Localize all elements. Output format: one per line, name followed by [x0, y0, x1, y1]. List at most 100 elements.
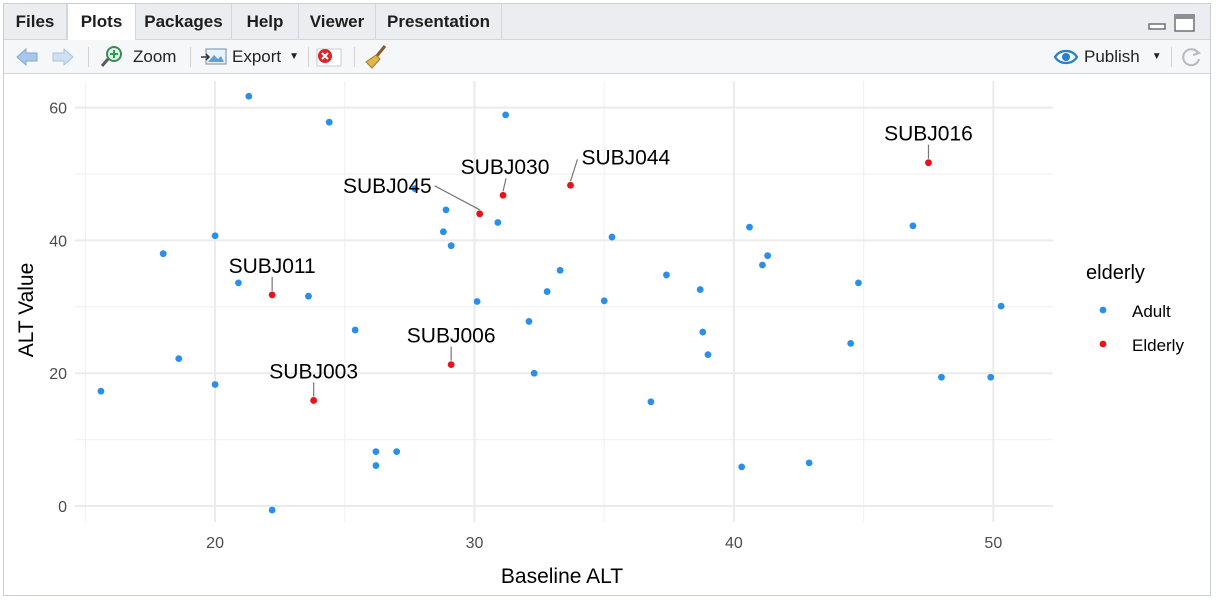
publish-icon — [1052, 46, 1080, 68]
adult-point — [372, 448, 380, 455]
minimize-pane-icon[interactable] — [1148, 14, 1166, 30]
adult-point — [556, 266, 564, 274]
adult-point — [600, 297, 608, 305]
point-label: SUBJ011 — [229, 255, 316, 278]
adult-point — [855, 279, 862, 287]
tab-viewer[interactable]: Viewer — [299, 4, 376, 40]
adult-point — [447, 242, 455, 250]
adult-point — [847, 339, 855, 347]
point-label: SUBJ030 — [461, 156, 550, 179]
adult-point — [938, 373, 945, 381]
legend-key-elderly — [1099, 340, 1107, 348]
export-label: Export — [232, 46, 282, 66]
zoom-icon — [100, 45, 126, 69]
export-dropdown-icon: ▼ — [289, 51, 300, 62]
adult-point — [764, 252, 772, 260]
adult-point — [663, 271, 670, 279]
tab-files[interactable]: Files — [4, 4, 67, 40]
plots-toolbar: Zoom Export ▼ Publish ▼ — [4, 40, 1210, 74]
label-leader-line — [434, 185, 480, 211]
adult-point — [696, 286, 704, 293]
y-axis-title: ALT Value — [15, 263, 38, 358]
publish-button[interactable]: Publish ▼ — [1052, 40, 1162, 73]
data-points — [97, 92, 1005, 514]
label-leader-line — [502, 178, 507, 192]
adult-point — [211, 232, 219, 240]
adult-point — [442, 206, 450, 214]
publish-label: Publish — [1084, 46, 1140, 66]
clear-plots-button[interactable] — [363, 40, 391, 73]
adult-point — [175, 355, 183, 363]
back-arrow-icon[interactable] — [14, 40, 40, 73]
adult-point — [997, 302, 1005, 310]
x-tick-label: 50 — [984, 535, 1002, 552]
point-label: SUBJ003 — [269, 360, 358, 383]
adult-point — [439, 228, 447, 236]
legend: elderly Adult Elderly — [1086, 262, 1184, 355]
export-icon — [200, 46, 228, 68]
refresh-icon[interactable] — [1179, 40, 1203, 73]
elderly-point — [268, 291, 276, 299]
tab-presentation[interactable]: Presentation — [376, 4, 502, 40]
tab-packages[interactable]: Packages — [136, 4, 232, 40]
adult-point — [305, 292, 312, 300]
adult-point — [245, 92, 253, 100]
adult-point — [372, 462, 380, 469]
adult-point — [325, 118, 333, 126]
x-tick-label: 20 — [206, 535, 224, 552]
tab-help[interactable]: Help — [232, 4, 299, 40]
adult-point — [393, 448, 401, 455]
elderly-point — [310, 397, 318, 404]
adult-point — [235, 279, 242, 287]
grid-lines — [75, 81, 1053, 522]
export-button[interactable]: Export ▼ — [200, 40, 299, 73]
x-axis-title: Baseline ALT — [501, 565, 623, 588]
adult-point — [268, 506, 276, 514]
adult-point — [525, 318, 533, 325]
adult-point — [909, 222, 917, 230]
adult-point — [211, 381, 219, 388]
broom-icon — [363, 44, 391, 70]
point-label: SUBJ045 — [343, 175, 432, 198]
adult-point — [647, 398, 655, 406]
adult-point — [608, 233, 616, 241]
adult-point — [97, 387, 105, 395]
adult-point — [746, 223, 753, 231]
x-tick-label: 40 — [725, 535, 743, 552]
tab-bar: Files Plots Packages Help Viewer Present… — [4, 4, 1210, 41]
zoom-label: Zoom — [133, 46, 177, 66]
zoom-button[interactable]: Zoom — [100, 40, 176, 73]
adult-point — [759, 261, 766, 269]
legend-key-adult — [1099, 306, 1107, 314]
adult-point — [699, 328, 707, 336]
tab-plots[interactable]: Plots — [67, 4, 136, 41]
adult-point — [530, 369, 538, 377]
elderly-point — [925, 159, 932, 167]
remove-plot-button[interactable] — [315, 40, 343, 73]
legend-label-adult: Adult — [1132, 302, 1171, 321]
forward-arrow-icon[interactable] — [50, 40, 76, 73]
y-tick-label: 20 — [49, 366, 67, 383]
elderly-point — [567, 181, 574, 189]
point-label: SUBJ044 — [581, 146, 670, 169]
adult-point — [738, 463, 746, 471]
y-tick-label: 0 — [58, 499, 67, 516]
remove-plot-icon — [315, 46, 343, 68]
adult-point — [494, 219, 502, 226]
adult-point — [351, 326, 359, 334]
maximize-pane-icon[interactable] — [1174, 14, 1195, 32]
point-label: SUBJ016 — [884, 123, 973, 146]
elderly-point — [499, 191, 507, 199]
y-tick-label: 60 — [49, 101, 67, 118]
y-tick-label: 40 — [49, 233, 67, 250]
elderly-point — [476, 210, 484, 218]
adult-point — [704, 351, 712, 359]
adult-point — [987, 373, 995, 381]
legend-label-elderly: Elderly — [1132, 336, 1184, 355]
adult-point — [411, 185, 419, 192]
adult-point — [502, 111, 510, 119]
legend-title: elderly — [1086, 262, 1145, 284]
adult-point — [473, 298, 481, 305]
axis-ticks: 20 30 40 50 0 20 40 60 — [49, 101, 1002, 552]
